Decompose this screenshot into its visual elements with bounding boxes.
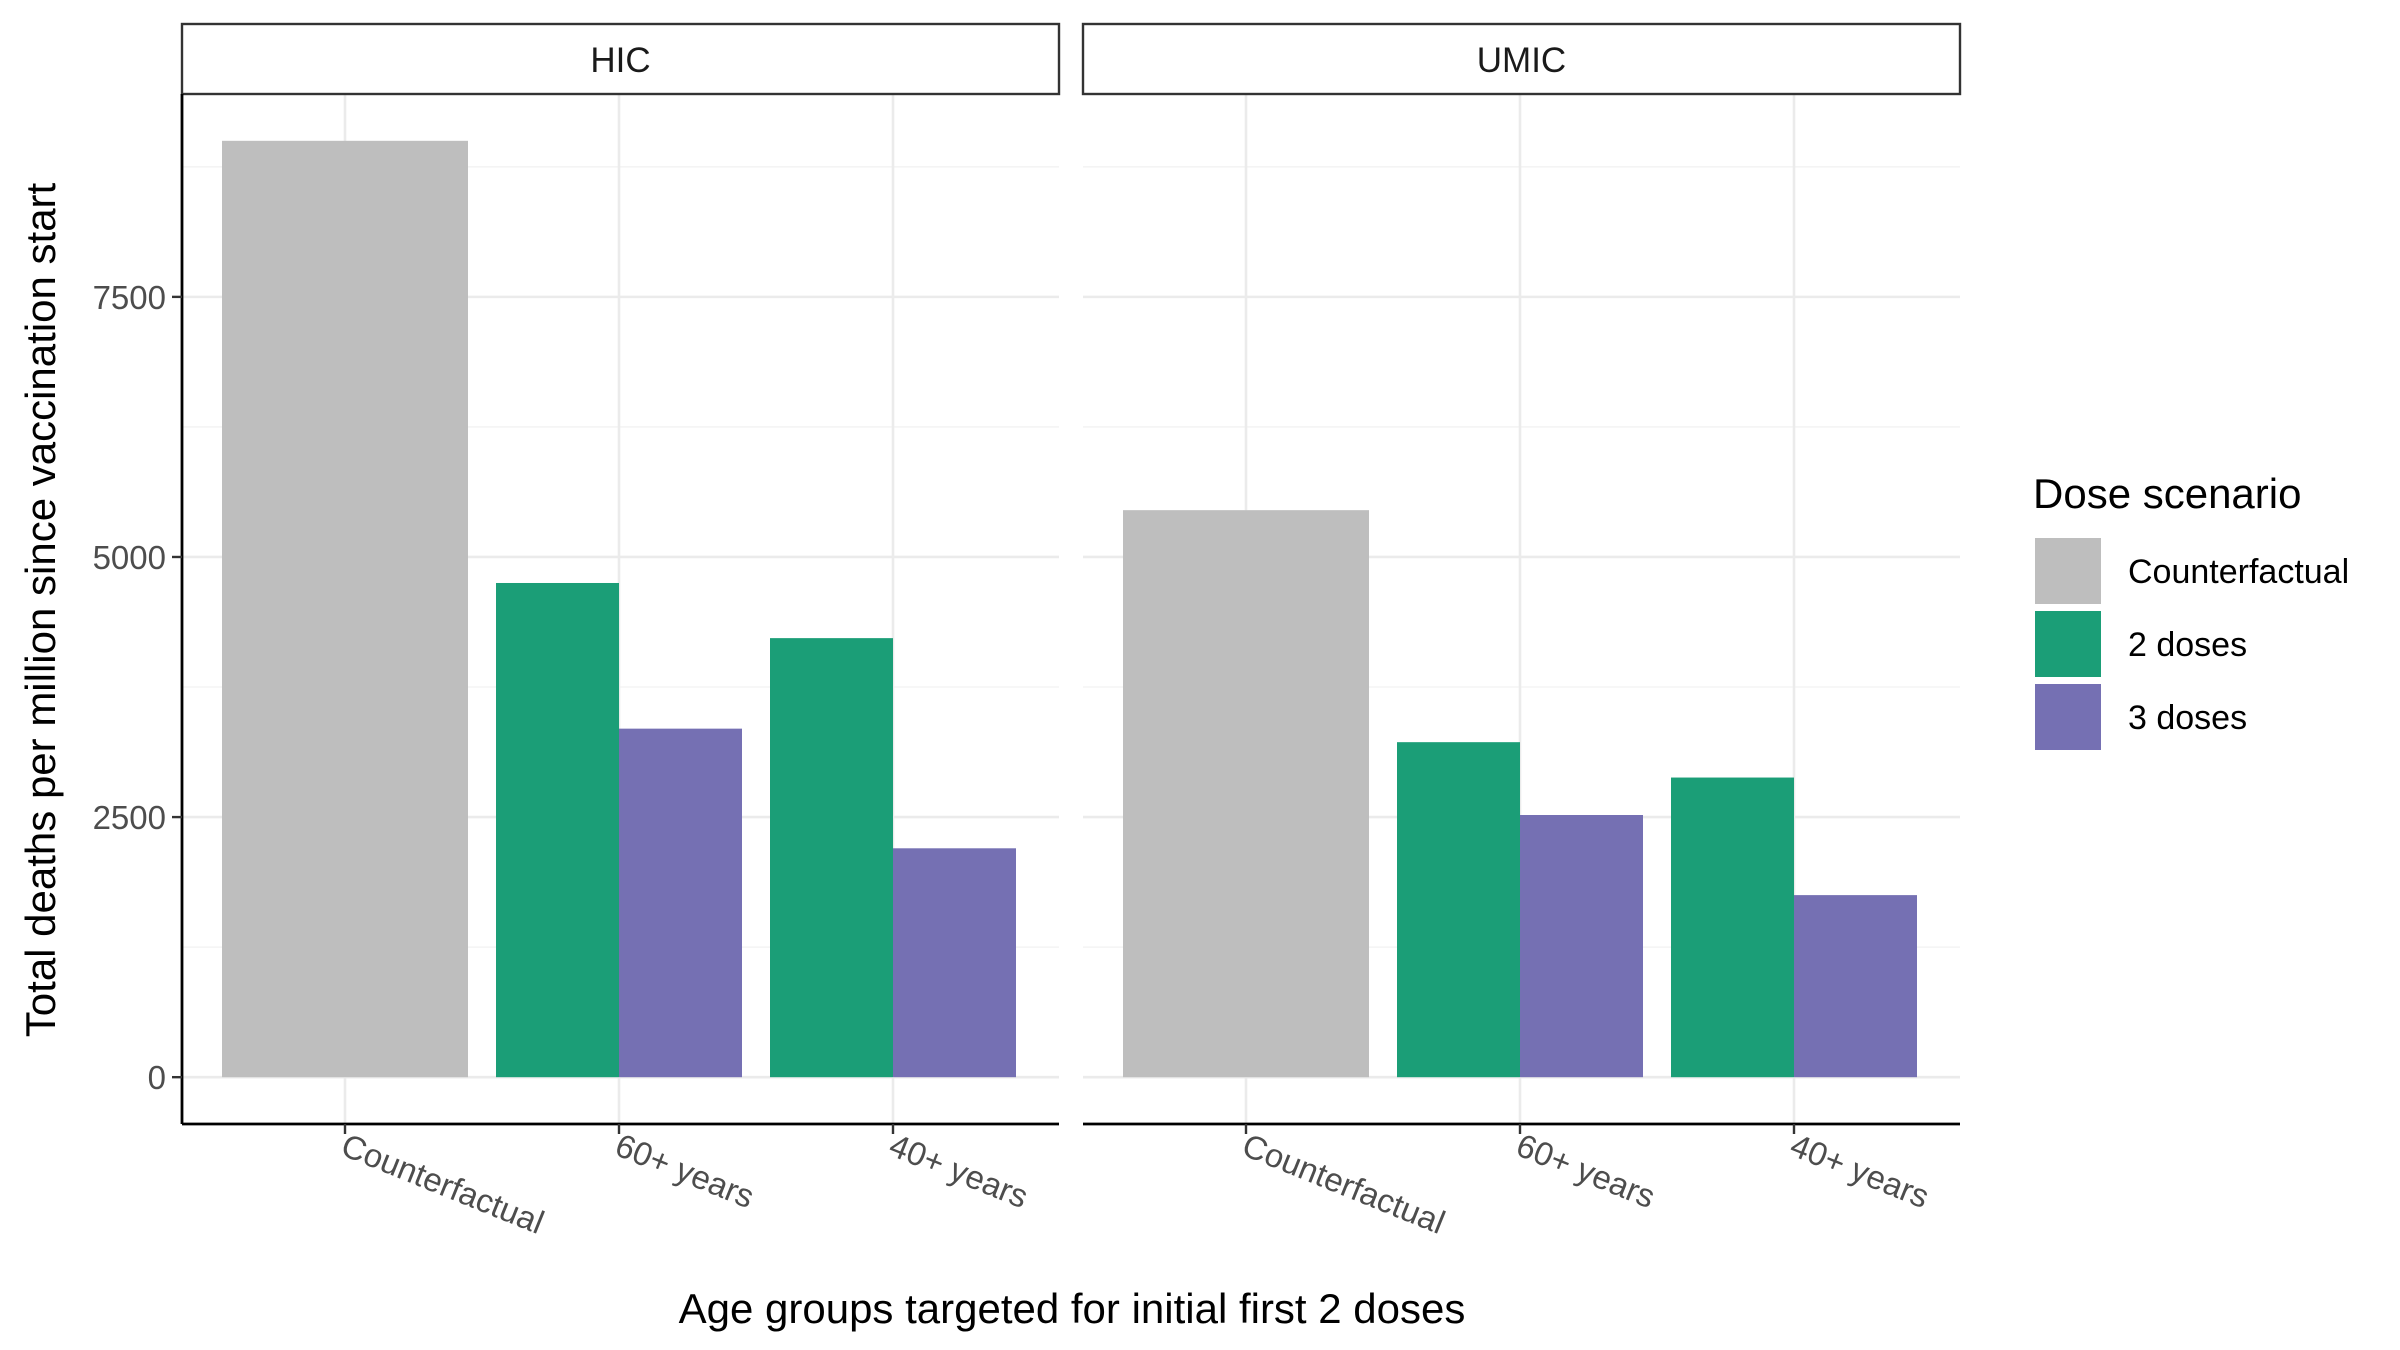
bar-umic-40-years-2-doses: [1671, 777, 1794, 1078]
legend-label-2-doses: 2 doses: [2128, 626, 2247, 664]
bar-umic-60-years-3-doses: [1520, 815, 1643, 1078]
y-tick-label: 5000: [93, 539, 166, 576]
bar-hic-60-years-3-doses: [619, 728, 742, 1078]
legend-key-counterfactual: [2035, 538, 2101, 604]
strip-umic: [1081, 22, 1962, 96]
strip-label: UMIC: [1477, 41, 1566, 80]
x-tick-label: 40+ years: [1785, 1126, 1934, 1215]
x-tick-label: Counterfactual: [1237, 1126, 1450, 1241]
y-tick-label: 2500: [93, 799, 166, 836]
bar-hic-60-years-2-doses: [496, 582, 619, 1078]
legend: Dose scenario Counterfactual 2 doses 3 dos…: [2033, 470, 2349, 750]
y-tick-label: 7500: [93, 279, 166, 316]
strip-hic: [180, 22, 1061, 96]
legend-key-2-doses: [2035, 611, 2101, 677]
y-tick-label: 0: [148, 1059, 166, 1096]
bar-umic-40-years-3-doses: [1794, 895, 1917, 1078]
legend-title: Dose scenario: [2033, 470, 2301, 517]
y-axis-title: Total deaths per million since vaccinati…: [17, 182, 64, 1037]
legend-label-counterfactual: Counterfactual: [2128, 553, 2349, 591]
panel-umic: Counterfactual 60+ years 40+ years UMIC: [1081, 22, 1962, 1241]
legend-label-3-doses: 3 doses: [2128, 699, 2247, 737]
x-tick-label: Counterfactual: [336, 1126, 549, 1241]
x-axis-title: Age groups targeted for initial first 2 …: [679, 1285, 1466, 1332]
x-tick-label: 40+ years: [884, 1126, 1033, 1215]
y-axis: 0 2500 5000 7500: [93, 94, 184, 1124]
strip-label: HIC: [590, 41, 650, 80]
panels-layer: Counterfactual 60+ years 40+ yearsHICCount…: [180, 22, 1962, 1241]
x-tick-label: 60+ years: [610, 1126, 759, 1215]
panel-hic: Counterfactual 60+ years 40+ years HIC: [180, 22, 1061, 1241]
legend-key-3-doses: [2035, 684, 2101, 750]
bar-umic-counterfactual-counterfactual: [1123, 510, 1369, 1078]
bar-hic-counterfactual-counterfactual: [222, 140, 468, 1078]
bar-hic-40-years-3-doses: [893, 848, 1016, 1078]
x-tick-label: 60+ years: [1511, 1126, 1660, 1215]
bar-hic-40-years-2-doses: [770, 638, 893, 1078]
bar-umic-60-years-2-doses: [1397, 742, 1520, 1078]
